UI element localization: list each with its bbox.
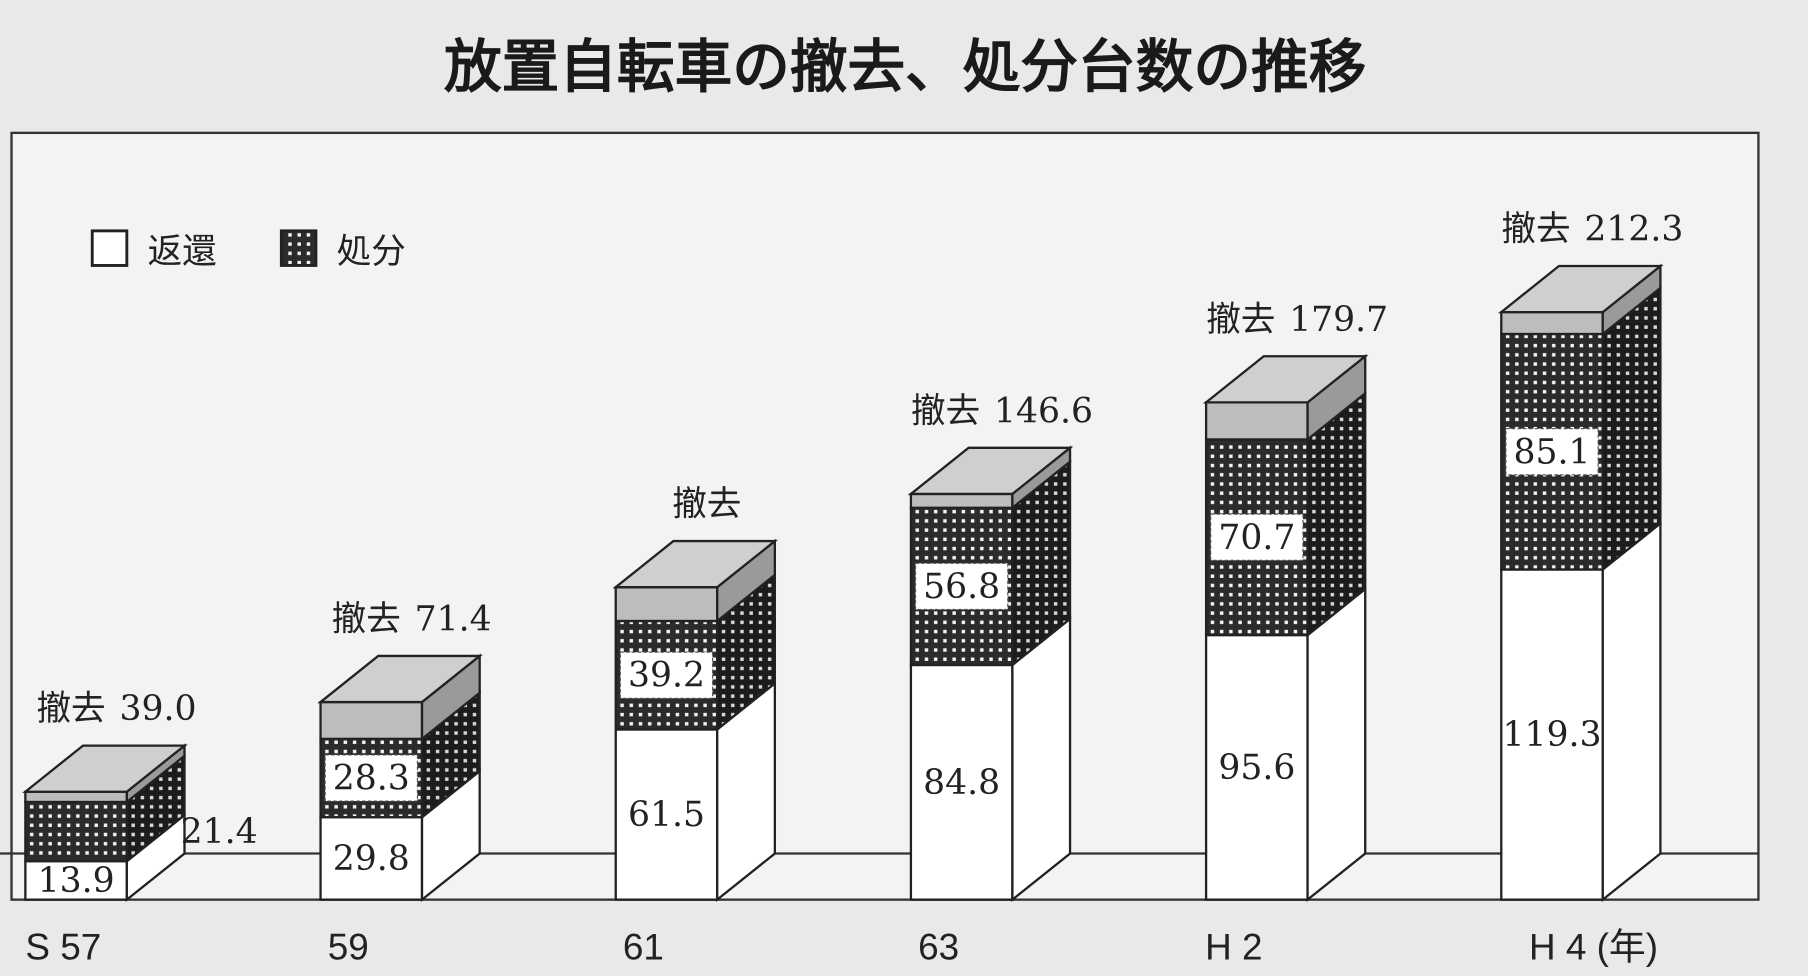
data-label: 28.3 (333, 759, 410, 799)
bar-top-face (1497, 264, 1664, 314)
bar-segment (909, 663, 1014, 901)
data-label: 70.7 (1218, 518, 1295, 558)
data-label: 119.3 (1503, 715, 1602, 755)
bar-top-part (909, 492, 1014, 509)
x-tick-label: S 57 (25, 927, 101, 968)
plot-frame (10, 131, 1760, 901)
label-box (1210, 513, 1304, 561)
bar-top-part (1204, 401, 1309, 441)
total-label: 撤去 39.0 (36, 689, 196, 729)
label-box (324, 754, 418, 802)
total-name: 撤去 (36, 689, 105, 729)
chart-title: 放置自転車の撤去、処分台数の推移 (444, 33, 1366, 101)
total-value: 146.6 (994, 391, 1093, 431)
x-tick-label: 63 (918, 927, 959, 968)
total-name: 撤去 (911, 391, 980, 431)
bar-top-face (317, 654, 483, 704)
bar-segment (1204, 633, 1309, 901)
label-box (914, 562, 1009, 611)
bar-segment (24, 860, 128, 901)
label-box (619, 651, 714, 699)
legend-label: 返還 (148, 232, 217, 272)
bar-side (1306, 586, 1367, 903)
total-value: 212.3 (1584, 210, 1683, 250)
total-label: 撤去 212.3 (1501, 210, 1683, 250)
bar-top-face (907, 446, 1074, 496)
total-value: 71.4 (415, 600, 492, 640)
data-label: 84.8 (923, 763, 1000, 803)
bar-top-face (612, 539, 779, 589)
bar-top-part (319, 700, 424, 741)
legend-label: 処分 (337, 232, 406, 272)
bar-side (1011, 616, 1072, 903)
legend: 返還 処分 (90, 229, 406, 272)
bar-segment (24, 800, 128, 863)
total-name: 撤去 (672, 485, 741, 525)
data-label: 85.1 (1514, 432, 1591, 472)
total-label: 撤去 (672, 485, 741, 525)
total-value: 39.0 (119, 689, 196, 729)
data-label: 29.8 (333, 839, 410, 879)
bar-top-face (1202, 355, 1369, 404)
total-label: 撤去 71.4 (332, 600, 492, 640)
label-box (1505, 428, 1599, 476)
x-tick-label: 59 (328, 927, 369, 968)
bar-top-part (1500, 310, 1604, 336)
bar-side (1601, 520, 1662, 903)
data-label: 21.4 (181, 812, 258, 852)
legend-swatch (90, 229, 129, 267)
x-tick-label: H 4 (年) (1529, 927, 1658, 968)
legend-swatch (279, 229, 318, 267)
x-tick-label: 61 (623, 927, 664, 968)
bar-side (1601, 285, 1662, 572)
data-label: 39.2 (628, 656, 705, 696)
total-value: 179.7 (1289, 300, 1388, 340)
bar-top-part (614, 586, 719, 623)
bar-top-face (22, 744, 188, 793)
data-label: 56.8 (923, 567, 1000, 607)
data-label: 95.6 (1218, 748, 1295, 788)
data-label: 13.9 (38, 861, 115, 901)
data-label: 61.5 (628, 795, 705, 835)
total-name: 撤去 (1206, 300, 1275, 340)
bar-top-part (24, 790, 128, 804)
total-name: 撤去 (332, 600, 401, 640)
bar-segment (1500, 568, 1604, 901)
x-tick-label: H 2 (1205, 927, 1262, 968)
total-name: 撤去 (1501, 210, 1570, 250)
total-label: 撤去 146.6 (911, 391, 1093, 431)
total-label: 撤去 179.7 (1206, 300, 1388, 340)
